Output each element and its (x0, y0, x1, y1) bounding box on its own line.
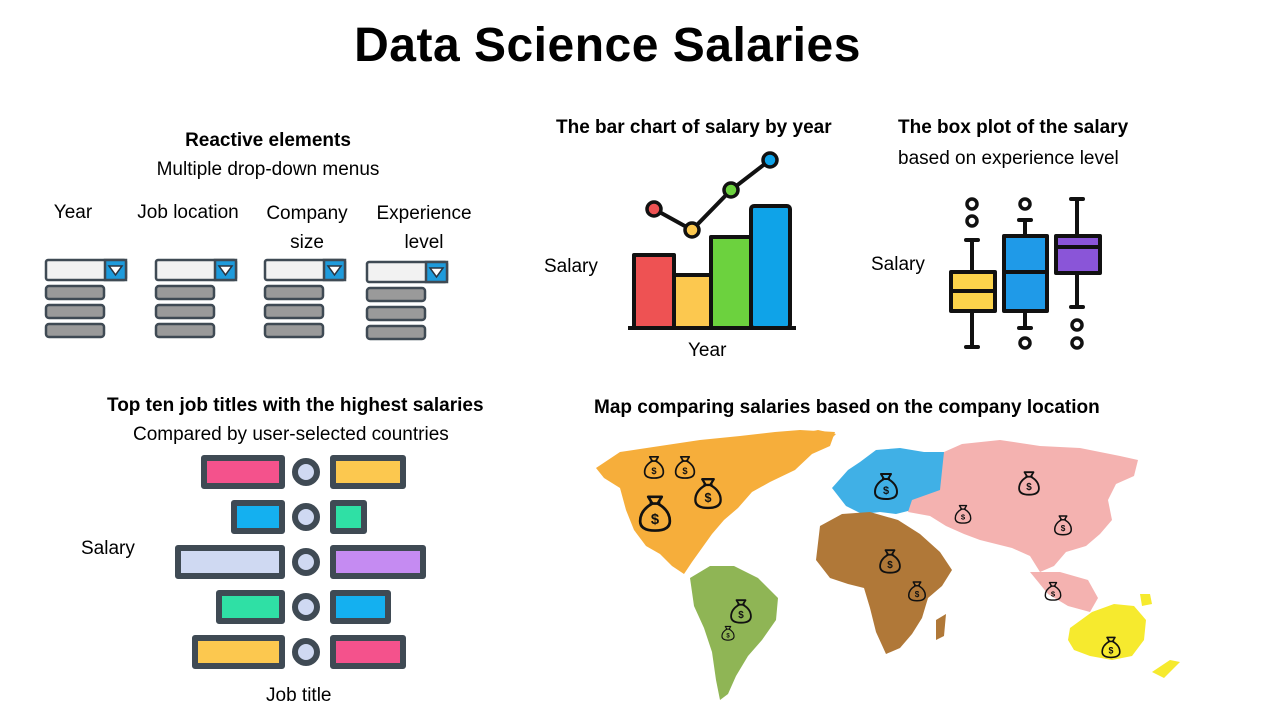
menu-label-experience-level: Experience (376, 203, 472, 224)
menu-label-year: Year (53, 202, 93, 223)
reactive-heading: Reactive elements (185, 130, 351, 151)
menu-label-job-location: Job location (137, 202, 239, 223)
region-asia (908, 440, 1138, 572)
region-north-america (596, 430, 835, 574)
top-ten-heading: Top ten job titles with the highest sala… (107, 395, 484, 416)
bar-chart-xlabel: Year (688, 340, 727, 361)
bar-chart-ylabel: Salary (544, 256, 598, 277)
region-south-america (690, 566, 778, 700)
menu-label-company-size: Company (266, 203, 348, 224)
bar-chart-heading: The bar chart of salary by year (556, 117, 832, 138)
top-ten-subheading: Compared by user-selected countries (133, 424, 449, 445)
page-title: Data Science Salaries (354, 19, 861, 72)
region-australia (1068, 604, 1146, 660)
box-plot-subheading: based on experience level (898, 148, 1119, 169)
box-plot-ylabel: Salary (871, 254, 925, 275)
region-africa (816, 512, 952, 654)
menu-label-company-size-2: size (290, 232, 324, 253)
top-ten-xlabel: Job title (266, 685, 332, 706)
reactive-subheading: Multiple drop-down menus (156, 159, 380, 180)
top-ten-ylabel: Salary (81, 538, 135, 559)
box-plot-heading: The box plot of the salary (898, 117, 1129, 138)
map-heading: Map comparing salaries based on the comp… (594, 397, 1100, 418)
menu-label-experience-level-2: level (404, 232, 444, 253)
